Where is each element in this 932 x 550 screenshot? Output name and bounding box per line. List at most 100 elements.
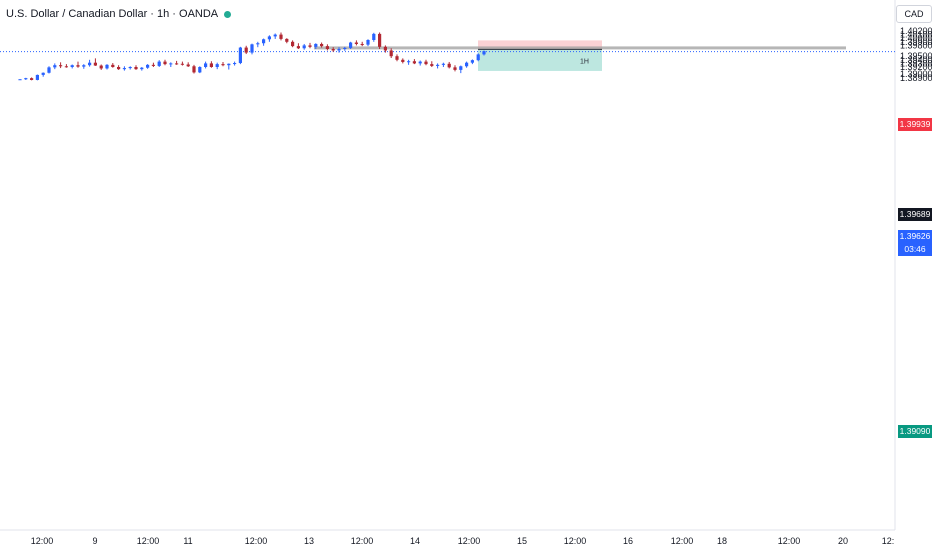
candle-body-down bbox=[378, 33, 382, 47]
candle-body-up bbox=[122, 68, 126, 70]
candle-body-up bbox=[250, 44, 254, 53]
candle-body-down bbox=[320, 43, 324, 47]
candle-body-up bbox=[227, 63, 231, 66]
candle-body-down bbox=[244, 47, 248, 53]
candle-body-up bbox=[366, 40, 370, 45]
price-tick-label: 1.40100 bbox=[900, 30, 932, 40]
candle-body-down bbox=[30, 78, 34, 80]
candle-body-up bbox=[146, 64, 150, 68]
candle-body-down bbox=[291, 41, 295, 47]
candle-body-down bbox=[383, 46, 387, 51]
candle-body-up bbox=[82, 65, 86, 67]
candle-body-up bbox=[198, 67, 202, 73]
candle-body-up bbox=[267, 36, 271, 40]
price-tick-label: 1.39000 bbox=[900, 69, 932, 79]
candle-body-up bbox=[436, 64, 440, 66]
candle-body-down bbox=[296, 46, 300, 49]
candle-body-up bbox=[24, 78, 28, 80]
candle-body-up bbox=[204, 63, 208, 67]
candle-body-up bbox=[70, 65, 74, 67]
candle-body-down bbox=[453, 67, 457, 70]
price-tick-label: 1.40000 bbox=[900, 33, 932, 43]
candle-body-down bbox=[64, 66, 68, 68]
candle-body-down bbox=[360, 43, 364, 45]
symbol-title: U.S. Dollar / Canadian Dollar · 1h · OAN… bbox=[6, 8, 219, 20]
time-tick-label: 12:00 bbox=[137, 536, 160, 546]
candle-body-up bbox=[470, 60, 474, 63]
time-tick-label: 18 bbox=[717, 536, 727, 546]
time-tick-label: 12: bbox=[882, 536, 895, 546]
candle-body-up bbox=[140, 67, 144, 70]
candle-body-up bbox=[482, 51, 486, 55]
candle-body-down bbox=[59, 65, 63, 67]
time-tick-label: 9 bbox=[92, 536, 97, 546]
candle-body-down bbox=[99, 65, 103, 69]
candle-body-down bbox=[221, 64, 225, 66]
candle-body-up bbox=[41, 72, 45, 75]
candle-body-up bbox=[337, 49, 341, 51]
candle-body-up bbox=[302, 45, 306, 49]
candle-body-down bbox=[180, 63, 184, 65]
candle-body-up bbox=[262, 39, 266, 44]
candle-body-down bbox=[389, 50, 393, 57]
time-tick-label: 12:00 bbox=[564, 536, 587, 546]
time-tick-label: 20 bbox=[838, 536, 848, 546]
time-tick-label: 12:00 bbox=[778, 536, 801, 546]
target-price-badge: 1.39090 bbox=[898, 425, 932, 438]
candle-body-down bbox=[401, 59, 405, 62]
candle-body-down bbox=[285, 38, 289, 42]
candle-body-up bbox=[256, 43, 260, 45]
price-tick-label: 1.39400 bbox=[900, 55, 932, 65]
candle-body-down bbox=[93, 62, 97, 66]
candle-body-up bbox=[407, 61, 411, 63]
candle-body-down bbox=[76, 65, 80, 67]
candle-body-down bbox=[447, 63, 451, 68]
candle-body-up bbox=[35, 74, 39, 80]
candle-body-up bbox=[476, 54, 480, 61]
time-tick-label: 12:00 bbox=[245, 536, 268, 546]
price-tick-label: 1.39900 bbox=[900, 37, 932, 47]
time-tick-label: 12:00 bbox=[31, 536, 54, 546]
candle-body-down bbox=[209, 63, 213, 67]
candle-body-up bbox=[459, 66, 463, 70]
time-tick-label: 12:00 bbox=[351, 536, 374, 546]
candle-body-down bbox=[134, 67, 138, 70]
price-tick-label: 1.39500 bbox=[900, 51, 932, 61]
candle-body-down bbox=[186, 64, 190, 67]
candle-body-up bbox=[215, 64, 219, 67]
candle-body-down bbox=[395, 56, 399, 60]
candle-body-down bbox=[331, 49, 335, 51]
stop-price-badge: 1.39939 bbox=[898, 118, 932, 131]
candle-body-up bbox=[314, 43, 318, 47]
market-open-icon bbox=[224, 10, 232, 18]
bar-countdown: 03:46 bbox=[904, 244, 926, 254]
time-tick-label: 16 bbox=[623, 536, 633, 546]
time-tick-label: 12:00 bbox=[671, 536, 694, 546]
candle-body-up bbox=[441, 63, 445, 65]
candle-body-up bbox=[238, 47, 242, 64]
candle-body-down bbox=[412, 61, 416, 64]
candle-body-down bbox=[325, 46, 329, 49]
current-price-value: 1.39626 bbox=[899, 231, 931, 241]
candle-body-up bbox=[233, 63, 237, 65]
candle-body-up bbox=[47, 67, 51, 73]
candle-body-up bbox=[53, 65, 57, 68]
price-tick-label: 1.39300 bbox=[900, 58, 932, 68]
candle-body-down bbox=[192, 66, 196, 73]
candle-body-down bbox=[430, 64, 434, 66]
candle-body-down bbox=[163, 61, 167, 65]
candle-body-up bbox=[88, 62, 92, 66]
candle-body-down bbox=[354, 42, 358, 44]
currency-button[interactable]: CAD bbox=[896, 5, 932, 23]
candle-body-down bbox=[175, 63, 179, 65]
symbol-header[interactable]: U.S. Dollar / Canadian Dollar · 1h · OAN… bbox=[6, 8, 232, 20]
supply-zone-rect bbox=[314, 46, 846, 50]
candle-body-up bbox=[372, 33, 376, 40]
time-tick-label: 12:00 bbox=[458, 536, 481, 546]
candle-body-down bbox=[279, 34, 283, 39]
candle-body-up bbox=[349, 42, 353, 48]
candle-body-down bbox=[117, 67, 121, 70]
candle-body-up bbox=[465, 62, 469, 67]
price-tick-label: 1.39800 bbox=[900, 40, 932, 50]
